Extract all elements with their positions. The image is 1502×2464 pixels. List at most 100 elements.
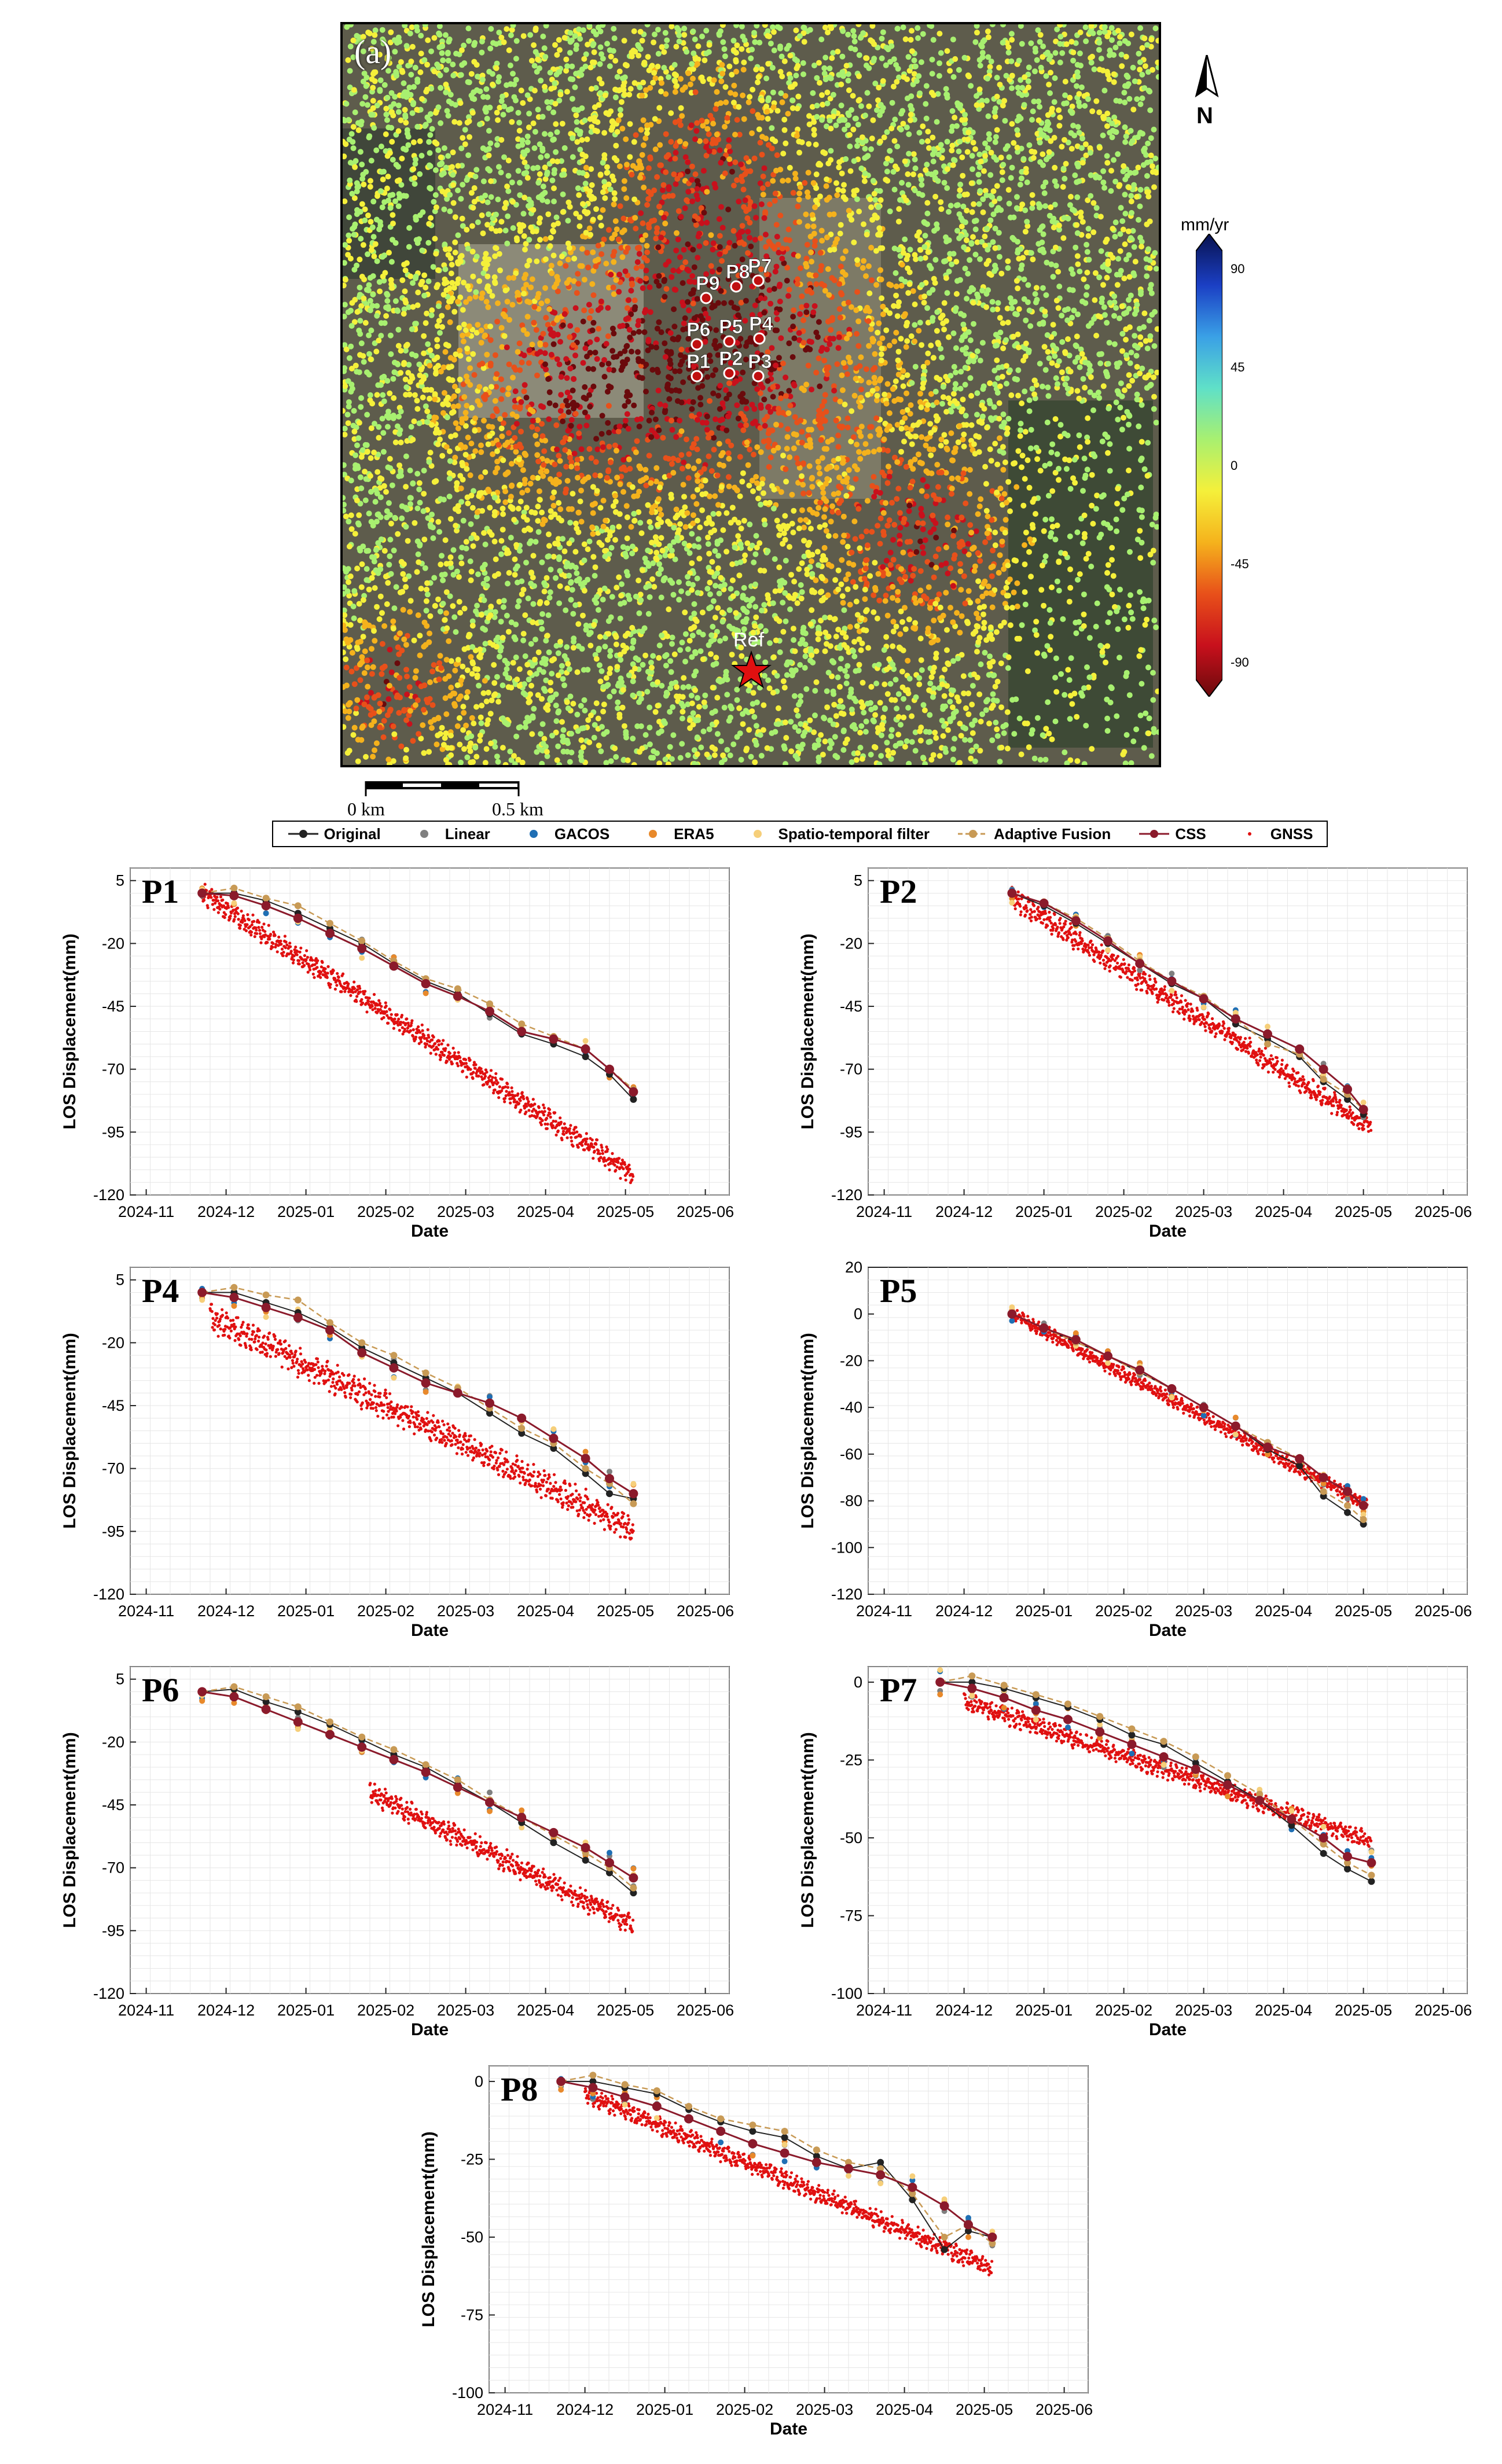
x-tick-label: 2024-11 [856, 1602, 912, 1620]
gnss-point [410, 1801, 414, 1805]
gnss-point [355, 1400, 359, 1404]
gnss-point [482, 1464, 486, 1468]
gnss-point [538, 1874, 542, 1878]
gnss-point [1046, 1727, 1050, 1731]
gnss-point [1163, 988, 1166, 991]
gnss-point [603, 1528, 606, 1531]
gnss-point [1144, 1379, 1147, 1382]
gnss-point [1246, 1046, 1249, 1050]
gnss-point [546, 1886, 549, 1890]
gnss-point [248, 925, 252, 928]
gnss-point [417, 1042, 421, 1045]
gnss-point [539, 1123, 543, 1127]
x-tick-label: 2025-03 [1175, 2002, 1232, 2019]
gnss-point [623, 1163, 627, 1166]
gnss-point [355, 988, 359, 991]
gnss-point [1280, 1058, 1284, 1062]
gnss-point [301, 961, 304, 965]
gnss-point [578, 1493, 581, 1496]
gnss-point [1126, 1758, 1130, 1761]
gnss-point [328, 985, 332, 989]
gnss-point [1058, 922, 1062, 925]
gnss-point [1053, 913, 1056, 916]
series-point-original [606, 1869, 613, 1877]
gnss-point [442, 1820, 446, 1823]
gnss-point [598, 1159, 601, 1163]
gnss-point [613, 1163, 616, 1167]
series-point-adaptive-fusion [294, 1703, 302, 1711]
gnss-point [491, 1076, 494, 1079]
gnss-point [372, 1401, 375, 1404]
x-tick-label: 2025-05 [1335, 2002, 1392, 2019]
gnss-point [509, 1101, 512, 1105]
gnss-point [498, 1465, 501, 1468]
gnss-point [438, 1039, 441, 1043]
gnss-point [398, 1028, 401, 1032]
monitoring-point-marker [753, 332, 766, 345]
gnss-point [1030, 910, 1034, 914]
gnss-point [332, 1372, 336, 1376]
gnss-point [407, 1414, 411, 1418]
monitoring-point-label: P6 [686, 319, 711, 341]
chart-svg: 2024-11 2024-12 2025-01 2025-02 2025-03 2025-… [60, 867, 734, 1241]
gnss-point [1079, 942, 1084, 946]
gnss-point [420, 1040, 423, 1043]
gnss-point [333, 987, 337, 991]
series-point-adaptive-fusion [1320, 1488, 1327, 1495]
gnss-point [576, 1145, 580, 1149]
gnss-point [1088, 954, 1092, 957]
gnss-point [1077, 943, 1081, 946]
gnss-point [567, 1894, 571, 1897]
gnss-point [582, 1516, 586, 1520]
gnss-point [542, 1479, 545, 1482]
gnss-point [308, 968, 312, 972]
gnss-point [1032, 904, 1036, 907]
gnss-point [1157, 998, 1161, 1001]
gnss-point [299, 946, 303, 950]
gnss-point [1188, 1017, 1192, 1021]
series-point-original [582, 1470, 589, 1477]
gnss-point [1052, 1337, 1055, 1340]
gnss-point [625, 1918, 628, 1921]
gnss-point [483, 1452, 487, 1455]
gnss-point [1298, 1473, 1302, 1476]
gnss-point [317, 1381, 321, 1385]
gnss-point [431, 1821, 435, 1825]
gnss-point [324, 1369, 327, 1373]
monitoring-point-label: P4 [749, 313, 773, 335]
gnss-point [544, 1494, 548, 1498]
series-point-css [389, 1363, 399, 1373]
gnss-point [272, 931, 276, 934]
method-point [391, 1374, 397, 1381]
gnss-point [500, 1854, 504, 1858]
series-point-css [581, 1044, 590, 1054]
gnss-point [244, 929, 248, 932]
gnss-point [541, 1119, 544, 1122]
gnss-point [396, 1020, 399, 1023]
gnss-point [233, 915, 237, 918]
gnss-point [223, 1333, 226, 1337]
gnss-point [494, 1451, 498, 1455]
gnss-point [401, 1032, 405, 1036]
gnss-point [1138, 1762, 1141, 1766]
gnss-point [590, 1138, 594, 1142]
gnss-point [495, 1845, 498, 1849]
gnss-point [384, 1392, 388, 1395]
x-tick-label: 2025-01 [277, 1602, 335, 1620]
gnss-point [587, 1148, 591, 1151]
gnss-point [438, 1425, 441, 1429]
gnss-point [329, 1385, 333, 1388]
gnss-point [525, 1105, 528, 1108]
gnss-point [503, 1097, 507, 1100]
gnss-point [583, 1501, 586, 1505]
gnss-point [550, 1121, 553, 1125]
gnss-point [492, 1855, 496, 1858]
gnss-point [458, 1837, 462, 1840]
gnss-point [560, 1488, 563, 1492]
gnss-point [271, 946, 274, 949]
gnss-point [1178, 1007, 1181, 1011]
gnss-point [1059, 1724, 1062, 1727]
gnss-point [298, 962, 301, 966]
gnss-point [1015, 1723, 1018, 1726]
gnss-point [1210, 1017, 1214, 1020]
